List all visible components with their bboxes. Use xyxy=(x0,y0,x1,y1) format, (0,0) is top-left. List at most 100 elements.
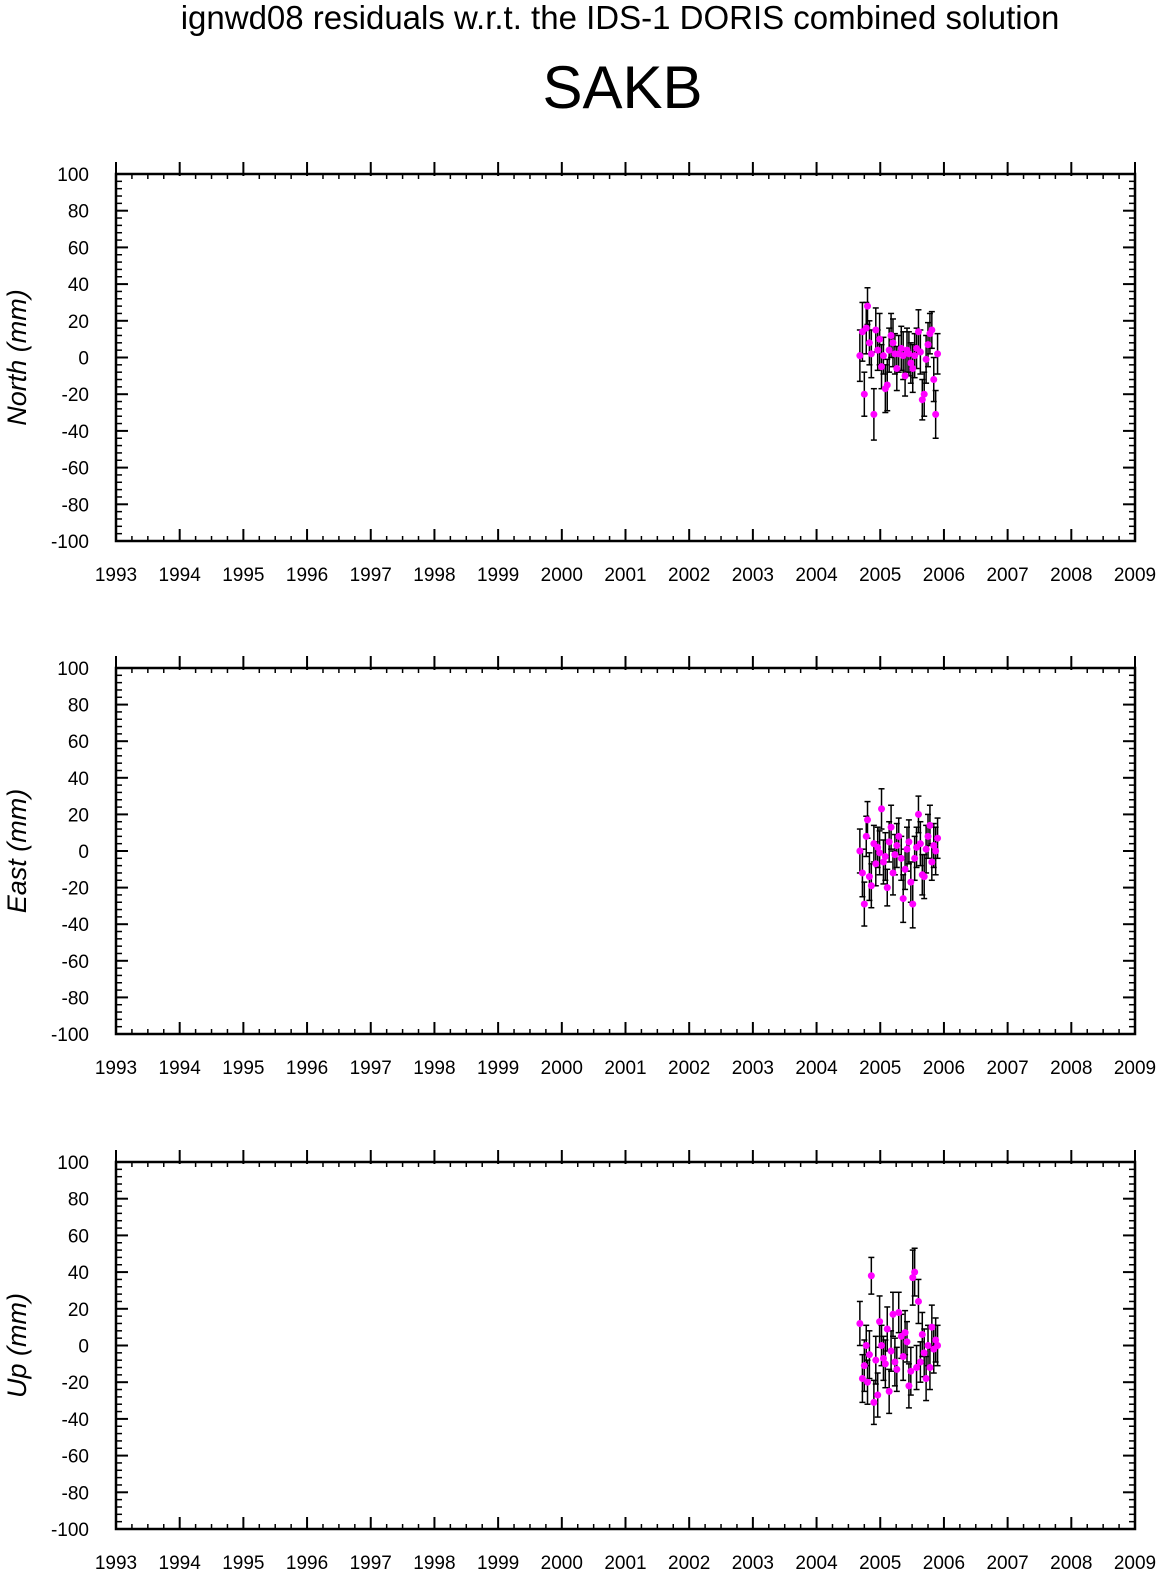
data-point xyxy=(905,838,913,846)
data-point xyxy=(864,302,872,310)
data-point xyxy=(879,858,887,866)
y-tick-label: -100 xyxy=(51,1520,89,1541)
data-point xyxy=(924,341,932,349)
data-point xyxy=(899,352,907,360)
y-tick-label: -40 xyxy=(62,422,89,443)
data-point xyxy=(920,390,928,398)
data-point xyxy=(891,1358,899,1366)
data-point xyxy=(856,352,864,360)
data-point xyxy=(883,884,891,892)
data-point xyxy=(874,1391,882,1399)
data-point xyxy=(934,350,942,358)
x-tick-label: 2009 xyxy=(1114,1058,1156,1079)
plot-frame xyxy=(114,172,1137,543)
data-point xyxy=(889,869,897,877)
x-tick-label: 1995 xyxy=(222,1553,264,1574)
x-tick-label: 2000 xyxy=(541,1058,583,1079)
chart-panel-3: -100 -80 -60 -40 -20 0 20 40 60 80 100 1993 1994 1995… xyxy=(2,1150,1156,1574)
data-point xyxy=(860,390,868,398)
y-axis-label: North (mm) xyxy=(2,289,32,426)
data-point xyxy=(901,372,909,380)
x-tick-label: 2000 xyxy=(541,565,583,586)
data-point xyxy=(918,1330,926,1338)
data-point xyxy=(911,1268,919,1276)
y-tick-label: 100 xyxy=(57,659,89,680)
x-tick-label: 2004 xyxy=(795,1058,838,1079)
data-point xyxy=(862,832,870,840)
data-point xyxy=(924,832,932,840)
data-point xyxy=(858,869,866,877)
y-tick-label: 20 xyxy=(68,312,89,333)
x-tick-label: 2005 xyxy=(859,1553,901,1574)
x-tick-label: 2007 xyxy=(986,565,1028,586)
data-point xyxy=(876,1318,884,1326)
data-point xyxy=(920,1349,928,1357)
data-point xyxy=(860,900,868,908)
data-point xyxy=(903,1338,911,1346)
data-point xyxy=(926,1364,934,1372)
y-tick-label: -60 xyxy=(62,952,89,973)
data-point xyxy=(867,350,875,358)
data-point xyxy=(878,363,886,371)
x-tick-label: 2001 xyxy=(604,1553,646,1574)
y-tick-label: -80 xyxy=(62,495,89,516)
data-point xyxy=(926,821,934,829)
data-point xyxy=(932,1336,940,1344)
data-point xyxy=(897,344,905,352)
x-tick-label: 1995 xyxy=(222,1058,264,1079)
data-point xyxy=(874,346,882,354)
y-tick-label: 100 xyxy=(57,165,89,186)
y-tick-label: -60 xyxy=(62,459,89,480)
x-tick-label: 2007 xyxy=(986,1553,1028,1574)
data-point xyxy=(922,845,930,853)
data-point xyxy=(914,328,922,336)
data-point xyxy=(870,410,878,418)
x-tick-label: 1994 xyxy=(159,565,202,586)
data-point xyxy=(903,845,911,853)
data-point xyxy=(899,895,907,903)
data-point xyxy=(879,352,887,360)
data-point xyxy=(918,396,926,404)
x-tick-label: 1996 xyxy=(286,565,328,586)
x-tick-label: 1996 xyxy=(286,1058,328,1079)
data-point xyxy=(878,805,886,813)
data-point xyxy=(916,348,924,356)
data-point xyxy=(865,339,873,347)
y-tick-label: 80 xyxy=(68,1190,89,1211)
y-tick-label: 60 xyxy=(68,238,89,259)
x-tick-label: 1993 xyxy=(95,1058,137,1079)
chart-panel-2: -100 -80 -60 -40 -20 0 20 40 60 80 100 1993 1994 1995… xyxy=(2,656,1156,1079)
data-point xyxy=(887,823,895,831)
x-tick-label: 2006 xyxy=(923,565,965,586)
data-point xyxy=(913,1364,921,1372)
y-tick-label: -80 xyxy=(62,1483,89,1504)
y-tick-label: 0 xyxy=(78,1337,89,1358)
data-point xyxy=(865,873,873,881)
data-point xyxy=(872,1356,880,1364)
data-point xyxy=(864,1378,872,1386)
data-point xyxy=(865,1351,873,1359)
data-point xyxy=(907,878,915,886)
data-point xyxy=(916,840,924,848)
data-point xyxy=(883,1325,891,1333)
data-point xyxy=(930,842,938,850)
y-tick-label: -60 xyxy=(62,1447,89,1468)
data-point xyxy=(885,346,893,354)
y-tick-label: 20 xyxy=(68,805,89,826)
x-tick-label: 1995 xyxy=(222,565,264,586)
x-tick-label: 2003 xyxy=(732,1553,774,1574)
chart-title: ignwd08 residuals w.r.t. the IDS-1 DORIS… xyxy=(180,0,1060,36)
x-tick-label: 1994 xyxy=(159,1553,202,1574)
x-tick-label: 2001 xyxy=(604,565,646,586)
data-point xyxy=(911,854,919,862)
data-point xyxy=(928,858,936,866)
data-point xyxy=(862,324,870,332)
y-axis-label: Up (mm) xyxy=(2,1293,32,1398)
data-point xyxy=(928,1323,936,1331)
x-tick-label: 1997 xyxy=(350,565,392,586)
data-point xyxy=(891,851,899,859)
data-point xyxy=(881,1360,889,1368)
data-point xyxy=(901,1329,909,1337)
data-point xyxy=(924,1342,932,1349)
data-point xyxy=(883,381,891,389)
